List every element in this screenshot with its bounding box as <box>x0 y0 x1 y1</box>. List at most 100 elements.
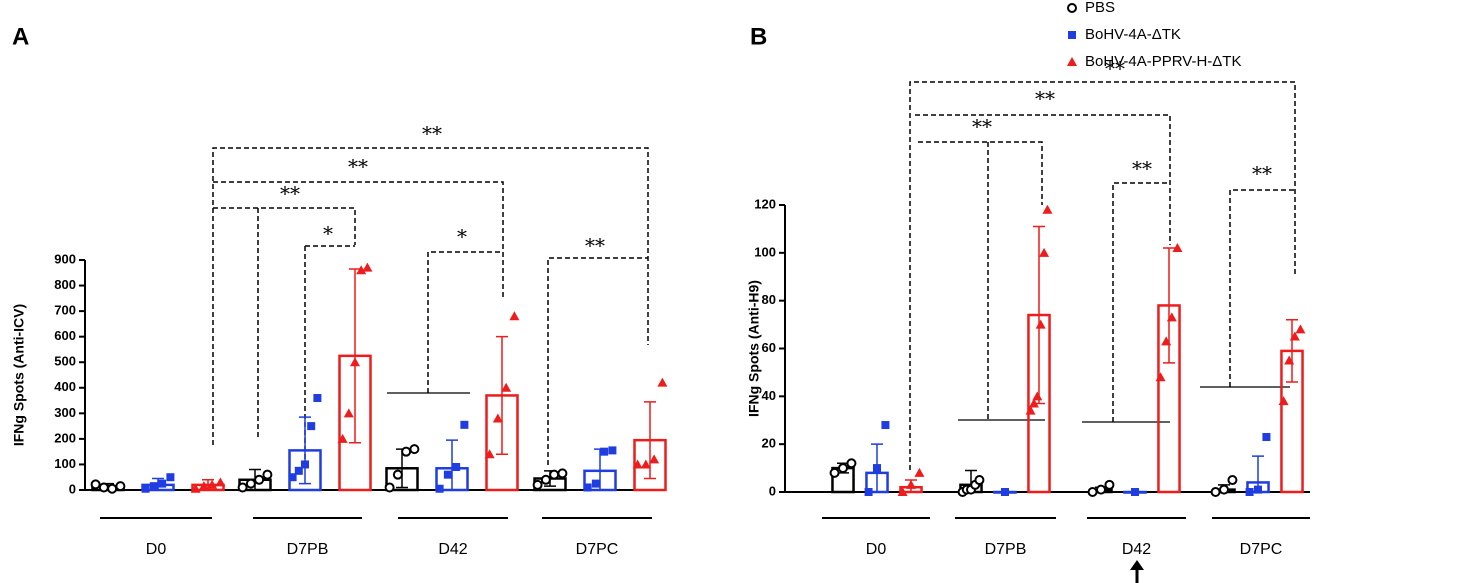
point <box>632 459 643 469</box>
bracket <box>547 257 648 465</box>
y-tick-label: 700 <box>54 303 76 318</box>
significance: ** <box>972 115 992 139</box>
point <box>1289 331 1300 341</box>
x-tick-label: D0 <box>146 541 167 558</box>
point <box>1028 398 1039 408</box>
legend-label: PBS <box>1085 0 1115 16</box>
bracket <box>213 181 504 300</box>
point <box>401 446 412 457</box>
point <box>1219 484 1229 495</box>
x-tick-label: D7PB <box>287 541 329 558</box>
point <box>384 482 395 493</box>
point <box>90 479 101 490</box>
error-bar <box>446 439 458 491</box>
y-tick-label: 800 <box>54 277 76 292</box>
y-tick-label: 0 <box>769 483 776 498</box>
point <box>307 422 316 431</box>
point <box>254 474 265 485</box>
point <box>591 479 600 488</box>
point <box>313 394 322 402</box>
y-tick-label: 0 <box>69 481 76 496</box>
significance: ** <box>422 122 442 146</box>
y-tick-label: 80 <box>762 292 776 307</box>
point <box>1032 391 1043 401</box>
point <box>974 475 985 486</box>
point <box>245 478 256 489</box>
point <box>1227 475 1238 486</box>
y-tick-label: 60 <box>762 340 776 355</box>
point <box>350 357 360 367</box>
point <box>207 479 218 489</box>
significance: * <box>457 225 467 249</box>
y-tick-label: 200 <box>54 430 76 445</box>
y-tick-label: 300 <box>54 405 76 420</box>
point <box>557 468 568 479</box>
point <box>1172 243 1183 253</box>
point <box>549 469 560 480</box>
point <box>829 467 840 478</box>
point <box>141 484 150 493</box>
point <box>532 479 543 490</box>
point <box>864 488 873 496</box>
x-tick-label: D0 <box>866 541 887 558</box>
legend-label: BoHV-4A-ΔTK <box>1085 26 1181 43</box>
point <box>1155 372 1166 382</box>
y-tick-label: 900 <box>54 251 76 266</box>
point <box>484 449 495 459</box>
point <box>838 463 848 474</box>
point <box>1284 355 1295 365</box>
point <box>1001 488 1009 496</box>
significance: ** <box>1252 162 1272 186</box>
point <box>640 459 651 469</box>
point <box>460 420 469 429</box>
bracket <box>1112 182 1170 422</box>
point <box>115 481 126 492</box>
point <box>1254 485 1262 494</box>
point <box>1067 3 1077 13</box>
legend-label: BoHV-4A-PPRV-H-ΔTK <box>1085 53 1241 70</box>
point <box>198 481 209 491</box>
y-axis-label: IFNg Spots (Anti-H9) <box>746 280 762 417</box>
significance: ** <box>1132 157 1152 181</box>
y-tick-label: 600 <box>54 328 76 343</box>
y-tick-label: 120 <box>754 196 776 211</box>
significance: ** <box>1035 87 1055 111</box>
point <box>846 458 857 469</box>
point <box>1131 488 1139 496</box>
error-bar <box>299 416 311 485</box>
panel-letter: A <box>12 23 29 50</box>
point <box>906 479 916 489</box>
point <box>294 466 303 475</box>
bracket <box>427 251 503 393</box>
y-tick-label: 400 <box>54 379 76 394</box>
point <box>657 377 668 387</box>
point <box>356 265 367 275</box>
point <box>583 483 592 492</box>
point <box>914 467 925 477</box>
point <box>1067 57 1077 66</box>
point <box>166 473 175 482</box>
point <box>343 408 354 418</box>
bracket <box>212 147 649 445</box>
y-tick-label: 500 <box>54 354 76 369</box>
x-tick-label: D7PB <box>985 541 1027 558</box>
point <box>443 470 452 479</box>
point <box>107 483 118 494</box>
y-tick-label: 100 <box>754 244 776 259</box>
x-tick-label: D42 <box>1122 541 1151 558</box>
point <box>1245 488 1254 496</box>
error-bar <box>496 335 508 455</box>
point <box>881 421 890 430</box>
point <box>649 454 660 464</box>
significance: ** <box>1105 57 1125 81</box>
chart: B IFNg Spots (Anti-H9) 0 20 40 60 80 100 120 D0 D7… <box>746 0 1310 558</box>
point <box>149 482 158 491</box>
error-bar <box>1286 319 1298 383</box>
y-tick-label: 40 <box>762 388 776 403</box>
bracket <box>213 207 356 440</box>
arrow <box>1130 560 1144 583</box>
point <box>409 444 420 455</box>
point <box>1295 324 1306 334</box>
x-tick-label: D42 <box>438 541 467 558</box>
